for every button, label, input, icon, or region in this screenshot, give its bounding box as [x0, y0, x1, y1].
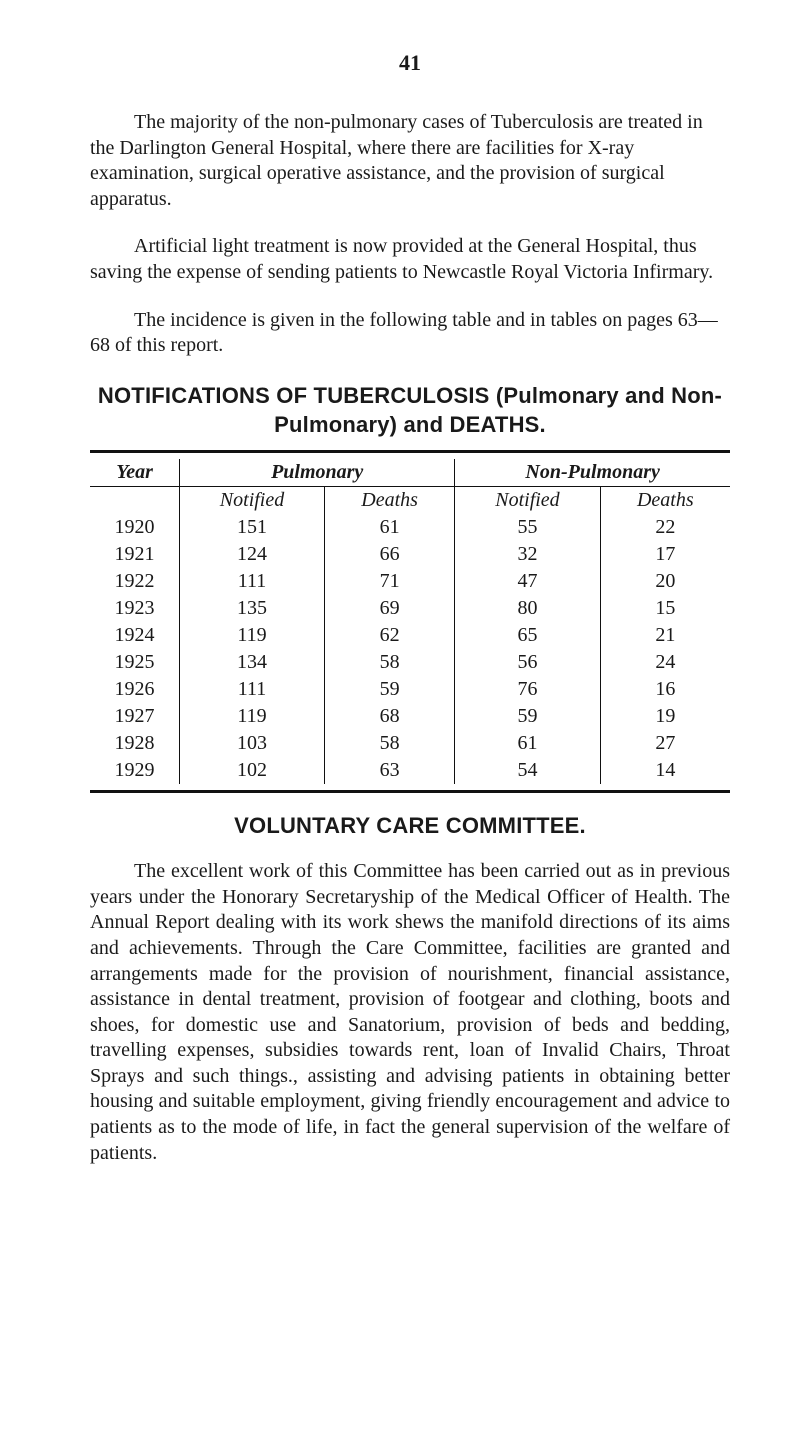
cell-year: 1920: [90, 514, 180, 541]
cell-pn: 135: [180, 595, 325, 622]
table-row: 1922 111 71 47 20: [90, 568, 730, 595]
committee-paragraph: The excellent work of this Committee has…: [90, 859, 730, 1166]
cell-nd: 21: [600, 622, 730, 649]
committee-title: VOLUNTARY CARE COMMITTEE.: [90, 813, 730, 839]
group-header-row: Year Pulmonary Non-Pulmonary: [90, 459, 730, 486]
cell-nn: 56: [455, 649, 600, 676]
table-title: NOTIFICATIONS OF TUBERCULOSIS (Pulmonary…: [90, 381, 730, 440]
cell-nd: 16: [600, 676, 730, 703]
cell-nd: 20: [600, 568, 730, 595]
cell-pn: 111: [180, 568, 325, 595]
paragraph-2: Artificial light treatment is now provid…: [90, 234, 730, 285]
group-pulmonary-header: Pulmonary: [180, 459, 455, 486]
cell-pd: 58: [324, 730, 454, 757]
cell-year: 1928: [90, 730, 180, 757]
subhead-nonp-deaths: Deaths: [600, 487, 730, 514]
cell-nn: 59: [455, 703, 600, 730]
cell-year: 1925: [90, 649, 180, 676]
cell-pn: 119: [180, 703, 325, 730]
cell-pn: 102: [180, 757, 325, 784]
table-row: 1921 124 66 32 17: [90, 541, 730, 568]
table-row: 1926 111 59 76 16: [90, 676, 730, 703]
table-row: 1928 103 58 61 27: [90, 730, 730, 757]
cell-nd: 24: [600, 649, 730, 676]
col-year-header: Year: [90, 459, 180, 486]
cell-year: 1921: [90, 541, 180, 568]
sub-header-row: Notified Deaths Notified Deaths: [90, 487, 730, 514]
tuberculosis-table: Year Pulmonary Non-Pulmonary Notified De…: [90, 459, 730, 784]
cell-pn: 119: [180, 622, 325, 649]
cell-year: 1922: [90, 568, 180, 595]
rule-top: [90, 450, 730, 453]
cell-pd: 63: [324, 757, 454, 784]
cell-nd: 17: [600, 541, 730, 568]
subhead-spacer: [90, 487, 180, 514]
cell-pn: 124: [180, 541, 325, 568]
subhead-nonp-notified: Notified: [455, 487, 600, 514]
cell-nd: 15: [600, 595, 730, 622]
cell-nn: 32: [455, 541, 600, 568]
cell-nd: 27: [600, 730, 730, 757]
cell-nn: 61: [455, 730, 600, 757]
cell-year: 1929: [90, 757, 180, 784]
cell-pd: 58: [324, 649, 454, 676]
cell-pn: 103: [180, 730, 325, 757]
page-number: 41: [90, 50, 730, 76]
cell-year: 1927: [90, 703, 180, 730]
cell-nd: 22: [600, 514, 730, 541]
table-row: 1920 151 61 55 22: [90, 514, 730, 541]
cell-nd: 19: [600, 703, 730, 730]
document-page: 41 The majority of the non-pulmonary cas…: [0, 0, 800, 1436]
table-row: 1927 119 68 59 19: [90, 703, 730, 730]
cell-pd: 66: [324, 541, 454, 568]
table-row: 1923 135 69 80 15: [90, 595, 730, 622]
cell-year: 1923: [90, 595, 180, 622]
table-row: 1924 119 62 65 21: [90, 622, 730, 649]
cell-nn: 65: [455, 622, 600, 649]
subhead-pulm-deaths: Deaths: [324, 487, 454, 514]
cell-pd: 68: [324, 703, 454, 730]
table-row: 1925 134 58 56 24: [90, 649, 730, 676]
cell-pn: 151: [180, 514, 325, 541]
table-title-line-2: Pulmonary) and DEATHS.: [274, 412, 546, 437]
cell-pn: 111: [180, 676, 325, 703]
paragraph-1: The majority of the non-pulmonary cases …: [90, 110, 730, 212]
cell-nn: 47: [455, 568, 600, 595]
table-row: 1929 102 63 54 14: [90, 757, 730, 784]
group-nonpulmonary-header: Non-Pulmonary: [455, 459, 730, 486]
cell-pd: 61: [324, 514, 454, 541]
cell-pd: 59: [324, 676, 454, 703]
cell-nn: 80: [455, 595, 600, 622]
cell-nn: 55: [455, 514, 600, 541]
table-title-line-1: NOTIFICATIONS OF TUBERCULOSIS (Pulmonary…: [98, 383, 722, 408]
cell-pd: 69: [324, 595, 454, 622]
cell-year: 1926: [90, 676, 180, 703]
cell-nn: 54: [455, 757, 600, 784]
cell-pd: 62: [324, 622, 454, 649]
cell-nd: 14: [600, 757, 730, 784]
cell-year: 1924: [90, 622, 180, 649]
rule-bottom: [90, 790, 730, 793]
cell-pd: 71: [324, 568, 454, 595]
paragraph-3: The incidence is given in the following …: [90, 308, 730, 359]
subhead-pulm-notified: Notified: [180, 487, 325, 514]
cell-pn: 134: [180, 649, 325, 676]
cell-nn: 76: [455, 676, 600, 703]
